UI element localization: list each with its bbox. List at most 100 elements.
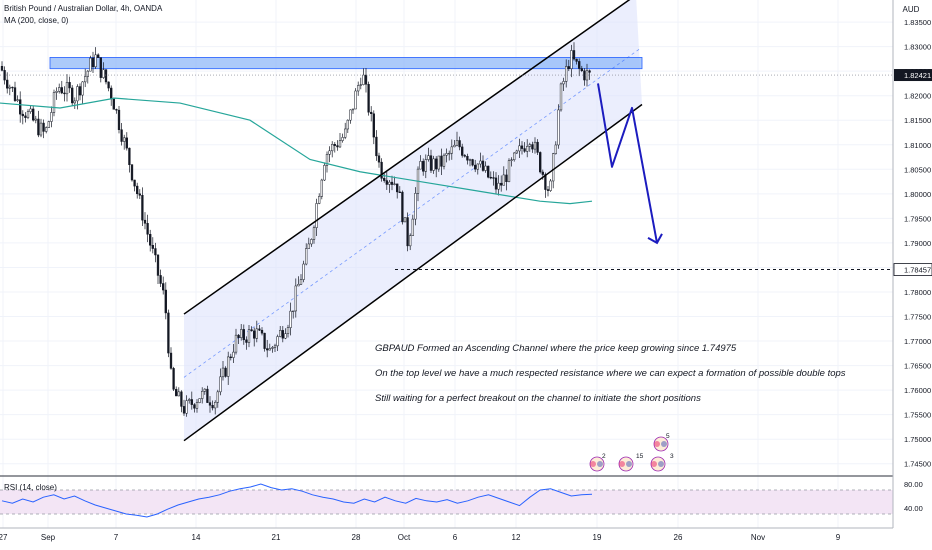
projection-arrow[interactable] — [597, 83, 663, 245]
candle-body — [411, 218, 414, 236]
event-flag — [590, 461, 596, 467]
candle-body — [195, 402, 199, 409]
candle-body — [453, 144, 456, 148]
candle-body — [138, 193, 141, 196]
candle-body — [102, 69, 105, 78]
candle-body — [393, 183, 396, 185]
price-tick-label: 1.82000 — [904, 92, 931, 101]
candle-body — [432, 158, 435, 171]
candle-body — [141, 195, 144, 221]
candle-body — [169, 352, 173, 369]
candle-body — [440, 155, 443, 167]
time-tick-label: Nov — [751, 533, 765, 542]
candle-body — [258, 328, 261, 331]
candle-body — [354, 90, 357, 110]
annotation-line-3: Still waiting for a perfect breakout on … — [375, 393, 701, 404]
candle-body — [297, 284, 300, 287]
candle-body — [154, 248, 157, 256]
candle-body — [128, 147, 131, 165]
candle-body — [531, 144, 534, 150]
candle-body — [315, 203, 318, 228]
candle-body — [104, 69, 108, 83]
candle-body — [484, 165, 487, 171]
candle-body — [50, 112, 53, 122]
candle-body — [292, 310, 295, 312]
candle-body — [206, 388, 209, 403]
candle-body — [255, 328, 258, 339]
candle-body — [359, 84, 362, 86]
event-count: 3 — [670, 453, 674, 460]
candle-body — [219, 376, 222, 393]
candle-body — [99, 57, 102, 78]
candle-body — [536, 141, 539, 153]
candle-body — [588, 70, 591, 73]
candle-body — [97, 54, 100, 58]
candle-body — [429, 155, 433, 171]
candle-body — [234, 334, 238, 353]
candle-body — [328, 150, 331, 155]
candle-body — [271, 347, 274, 349]
candle-body — [136, 185, 139, 195]
candle-body — [396, 183, 399, 193]
time-tick-label: Oct — [398, 533, 411, 542]
candle-body — [427, 155, 430, 160]
candle-body — [237, 334, 240, 338]
candle-body — [351, 108, 355, 111]
level-price-label: 1.78457 — [904, 266, 931, 275]
time-tick-label: 14 — [192, 533, 201, 542]
candle-body — [502, 174, 505, 186]
rsi-tick-label: 80.00 — [904, 480, 923, 489]
candle-body — [224, 367, 227, 377]
event-flag — [626, 461, 632, 467]
candle-body — [520, 145, 524, 149]
ma-200-line — [0, 97, 593, 205]
price-tick-label: 1.83000 — [904, 43, 931, 52]
candle-body — [346, 119, 349, 130]
channel-midline[interactable] — [183, 48, 641, 378]
candle-body — [474, 164, 477, 170]
candle-body — [198, 398, 201, 403]
candle-body — [515, 150, 518, 154]
price-tick-label: 1.75000 — [904, 435, 931, 444]
candle-body — [110, 87, 113, 100]
candle-body — [167, 312, 170, 354]
candle-body — [117, 109, 121, 130]
candle-body — [63, 92, 66, 95]
candle-body — [58, 87, 61, 92]
candle-body — [370, 111, 373, 114]
candle-body — [302, 263, 305, 280]
candle-body — [216, 391, 219, 403]
time-tick-label: 28 — [352, 533, 361, 542]
event-badges[interactable]: 2 15 3 5 — [589, 433, 674, 472]
candle-body — [398, 191, 401, 193]
channel-lower-line[interactable] — [183, 103, 643, 442]
event-count: 15 — [636, 453, 644, 460]
level-price-box — [893, 263, 932, 276]
candle-body — [497, 182, 500, 190]
time-axis[interactable]: 27 Sep 7 14 21 28 Oct 6 12 19 26 Nov 9 — [0, 527, 893, 542]
candle-body — [523, 148, 526, 152]
candle-body — [130, 164, 134, 181]
resistance-zone[interactable] — [49, 57, 643, 70]
price-tick-label: 1.80000 — [904, 190, 931, 199]
candle-body — [266, 348, 269, 351]
candle-body — [513, 152, 516, 161]
candle-body — [500, 182, 503, 186]
time-tick-label: 27 — [0, 533, 8, 542]
price-tick-label: 1.80500 — [904, 165, 931, 174]
event-flag — [619, 461, 625, 467]
price-tick-label: 1.75500 — [904, 411, 931, 420]
candle-body — [91, 57, 95, 68]
candle-body — [175, 388, 178, 397]
candle-body — [21, 113, 24, 117]
candle-body — [331, 144, 334, 152]
candle-body — [11, 86, 14, 89]
price-tick-label: 1.76500 — [904, 362, 931, 371]
candle-body — [526, 146, 529, 152]
candle-body — [182, 406, 186, 414]
channel-upper-line[interactable] — [183, 0, 636, 315]
candle-body — [19, 99, 22, 115]
candle-body — [455, 140, 459, 146]
